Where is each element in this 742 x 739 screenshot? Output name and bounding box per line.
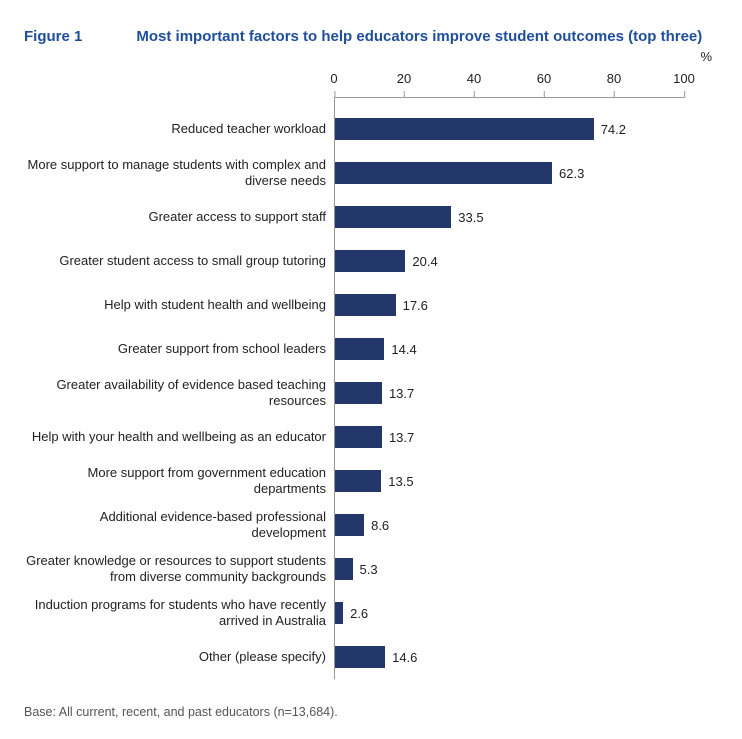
bar-cell: 5.3 — [334, 547, 684, 591]
bar-cell: 13.5 — [334, 459, 684, 503]
category-label: Greater student access to small group tu… — [24, 253, 334, 269]
value-label: 14.4 — [391, 342, 416, 357]
x-axis-ticks: 020406080100 — [334, 71, 684, 97]
category-label: Help with student health and wellbeing — [24, 297, 334, 313]
bar-cell: 2.6 — [334, 591, 684, 635]
category-label: Reduced teacher workload — [24, 121, 334, 137]
bar-chart: % 020406080100 Reduced teacher workload7… — [24, 71, 718, 679]
category-label: Induction programs for students who have… — [24, 597, 334, 630]
chart-row: Additional evidence-based professional d… — [24, 503, 718, 547]
bar — [334, 206, 451, 228]
plot-area: 0 20 40 60 80 100 Reduced teacher workload 74.… — [24, 71, 718, 679]
bar-cell: 17.6 — [334, 283, 684, 327]
chart-row: More support to manage students with com… — [24, 151, 718, 195]
value-label: 5.3 — [360, 562, 378, 577]
bar — [334, 470, 381, 492]
y-axis-line — [334, 97, 335, 679]
bar-cell: 14.4 — [334, 327, 684, 371]
category-label: More support from government education d… — [24, 465, 334, 498]
chart-row: Induction programs for students who have… — [24, 591, 718, 635]
chart-row: Greater access to support staff 33.5 — [24, 195, 718, 239]
value-label: 8.6 — [371, 518, 389, 533]
x-tick: 40 — [467, 71, 481, 86]
bar — [334, 558, 353, 580]
bar — [334, 646, 385, 668]
bar-cell: 20.4 — [334, 239, 684, 283]
figure-title: Most important factors to help educators… — [136, 28, 702, 45]
value-label: 2.6 — [350, 606, 368, 621]
bar-cell: 62.3 — [334, 151, 684, 195]
chart-row: Greater student access to small group tu… — [24, 239, 718, 283]
category-label: Greater support from school leaders — [24, 341, 334, 357]
value-label: 33.5 — [458, 210, 483, 225]
value-label: 13.5 — [388, 474, 413, 489]
bar — [334, 338, 384, 360]
bar — [334, 250, 405, 272]
x-tick: 100 — [673, 71, 695, 86]
x-tick: 0 — [330, 71, 337, 86]
value-label: 74.2 — [601, 122, 626, 137]
bar — [334, 514, 364, 536]
value-label: 13.7 — [389, 430, 414, 445]
bar — [334, 602, 343, 624]
bar-cell: 13.7 — [334, 371, 684, 415]
bar — [334, 294, 396, 316]
figure-header: Figure 1 Most important factors to help … — [24, 28, 718, 45]
bar — [334, 162, 552, 184]
category-label: Other (please specify) — [24, 649, 334, 665]
category-label: Help with your health and wellbeing as a… — [24, 429, 334, 445]
chart-row: Help with student health and wellbeing 17… — [24, 283, 718, 327]
bar-cell: 8.6 — [334, 503, 684, 547]
value-label: 62.3 — [559, 166, 584, 181]
chart-row: Greater knowledge or resources to suppor… — [24, 547, 718, 591]
category-label: Greater knowledge or resources to suppor… — [24, 553, 334, 586]
category-label: Greater access to support staff — [24, 209, 334, 225]
chart-row: Reduced teacher workload 74.2 — [24, 107, 718, 151]
bar-cell: 13.7 — [334, 415, 684, 459]
bar-cell: 33.5 — [334, 195, 684, 239]
chart-row: Greater availability of evidence based t… — [24, 371, 718, 415]
chart-rows: Reduced teacher workload 74.2 More support… — [24, 97, 718, 679]
chart-row: Other (please specify) 14.6 — [24, 635, 718, 679]
category-label: Additional evidence-based professional d… — [24, 509, 334, 542]
figure-number: Figure 1 — [24, 28, 82, 45]
bar-cell: 74.2 — [334, 107, 684, 151]
value-label: 20.4 — [412, 254, 437, 269]
bar-cell: 14.6 — [334, 635, 684, 679]
x-axis-line — [334, 97, 684, 98]
bar — [334, 382, 382, 404]
bar — [334, 426, 382, 448]
category-label: More support to manage students with com… — [24, 157, 334, 190]
x-tick: 80 — [607, 71, 621, 86]
value-label: 13.7 — [389, 386, 414, 401]
value-label: 17.6 — [403, 298, 428, 313]
axis-unit-label: % — [700, 49, 712, 64]
bar — [334, 118, 594, 140]
chart-row: Help with your health and wellbeing as a… — [24, 415, 718, 459]
chart-row: More support from government education d… — [24, 459, 718, 503]
chart-row: Greater support from school leaders 14.4 — [24, 327, 718, 371]
category-label: Greater availability of evidence based t… — [24, 377, 334, 410]
chart-footnote: Base: All current, recent, and past educ… — [24, 705, 718, 719]
value-label: 14.6 — [392, 650, 417, 665]
x-tick: 20 — [397, 71, 411, 86]
x-tick: 60 — [537, 71, 551, 86]
